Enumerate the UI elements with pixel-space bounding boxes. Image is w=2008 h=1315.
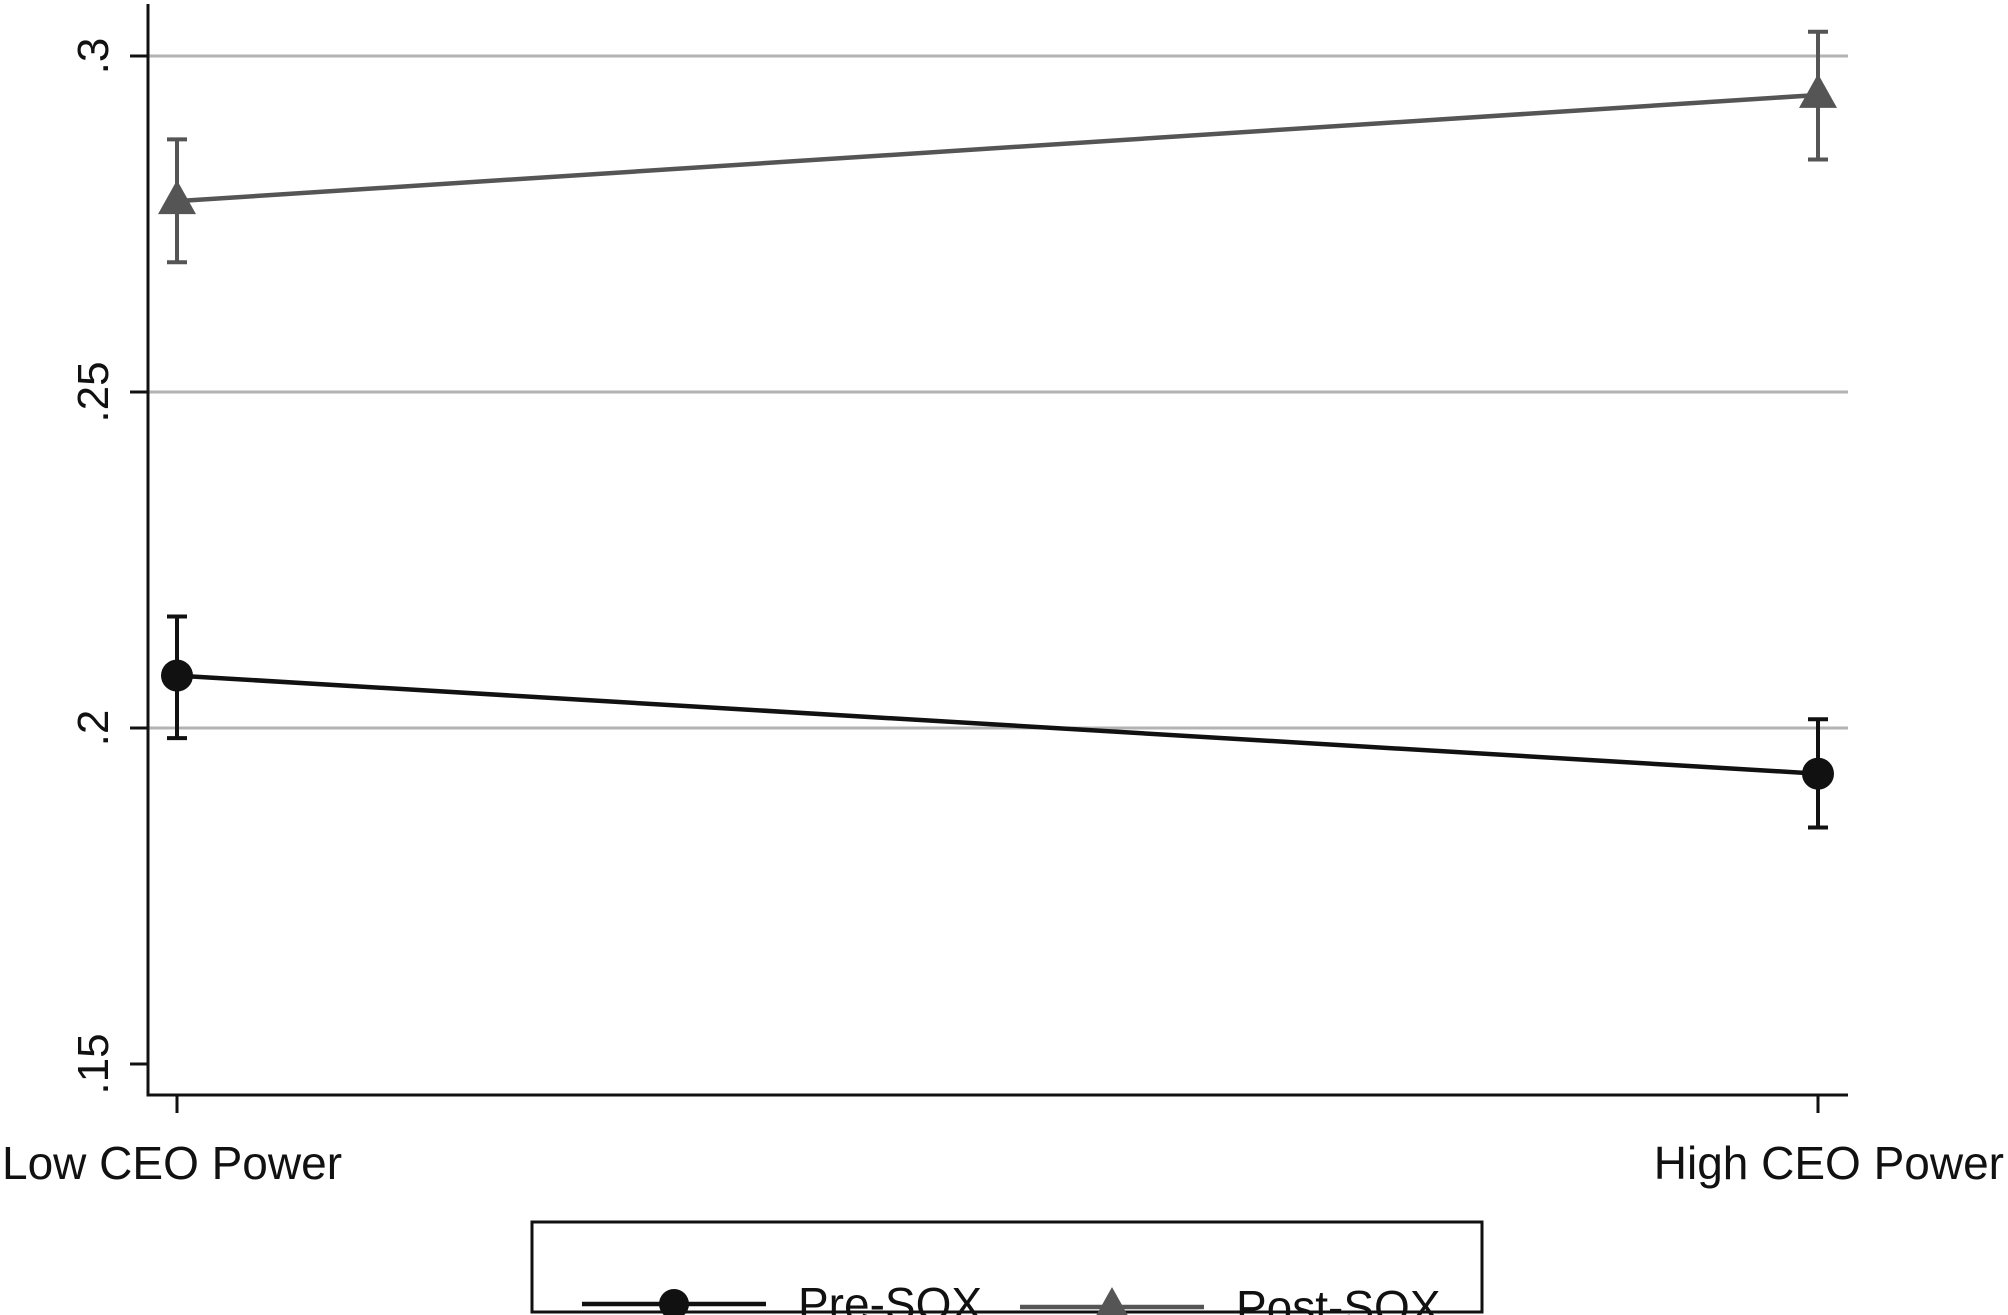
legend: Pre-SOX Post-SOX	[530, 1220, 1484, 1315]
legend-label: Post-SOX	[1236, 1281, 1441, 1315]
x-category-label: High CEO Power	[1654, 1137, 2004, 1189]
axes: .15 .2 .25 .3 Low CEO Power High CEO Power	[2, 4, 2004, 1189]
y-tick-label: .2	[69, 710, 118, 747]
legend-box	[530, 1220, 1484, 1314]
legend-marker-triangle	[1096, 1287, 1128, 1315]
legend-marker-circle	[659, 1289, 689, 1315]
legend-item-post-sox: Post-SOX	[1020, 1281, 1441, 1315]
legend-label: Pre-SOX	[798, 1278, 982, 1315]
series-post-sox	[158, 29, 1837, 265]
data-point	[1799, 73, 1837, 108]
y-tick-label: .15	[69, 1033, 118, 1094]
legend-item-pre-sox: Pre-SOX	[582, 1278, 982, 1315]
y-tick-label: .25	[69, 361, 118, 422]
gridlines	[148, 54, 1848, 730]
series-pre-sox	[161, 614, 1834, 830]
series	[158, 29, 1837, 830]
x-category-label: Low CEO Power	[2, 1137, 342, 1189]
data-point	[158, 180, 196, 215]
series-line	[176, 92, 1819, 204]
y-tick-label: .3	[69, 38, 118, 75]
data-point	[1802, 757, 1834, 790]
series-line	[176, 673, 1819, 776]
data-point	[161, 659, 193, 692]
